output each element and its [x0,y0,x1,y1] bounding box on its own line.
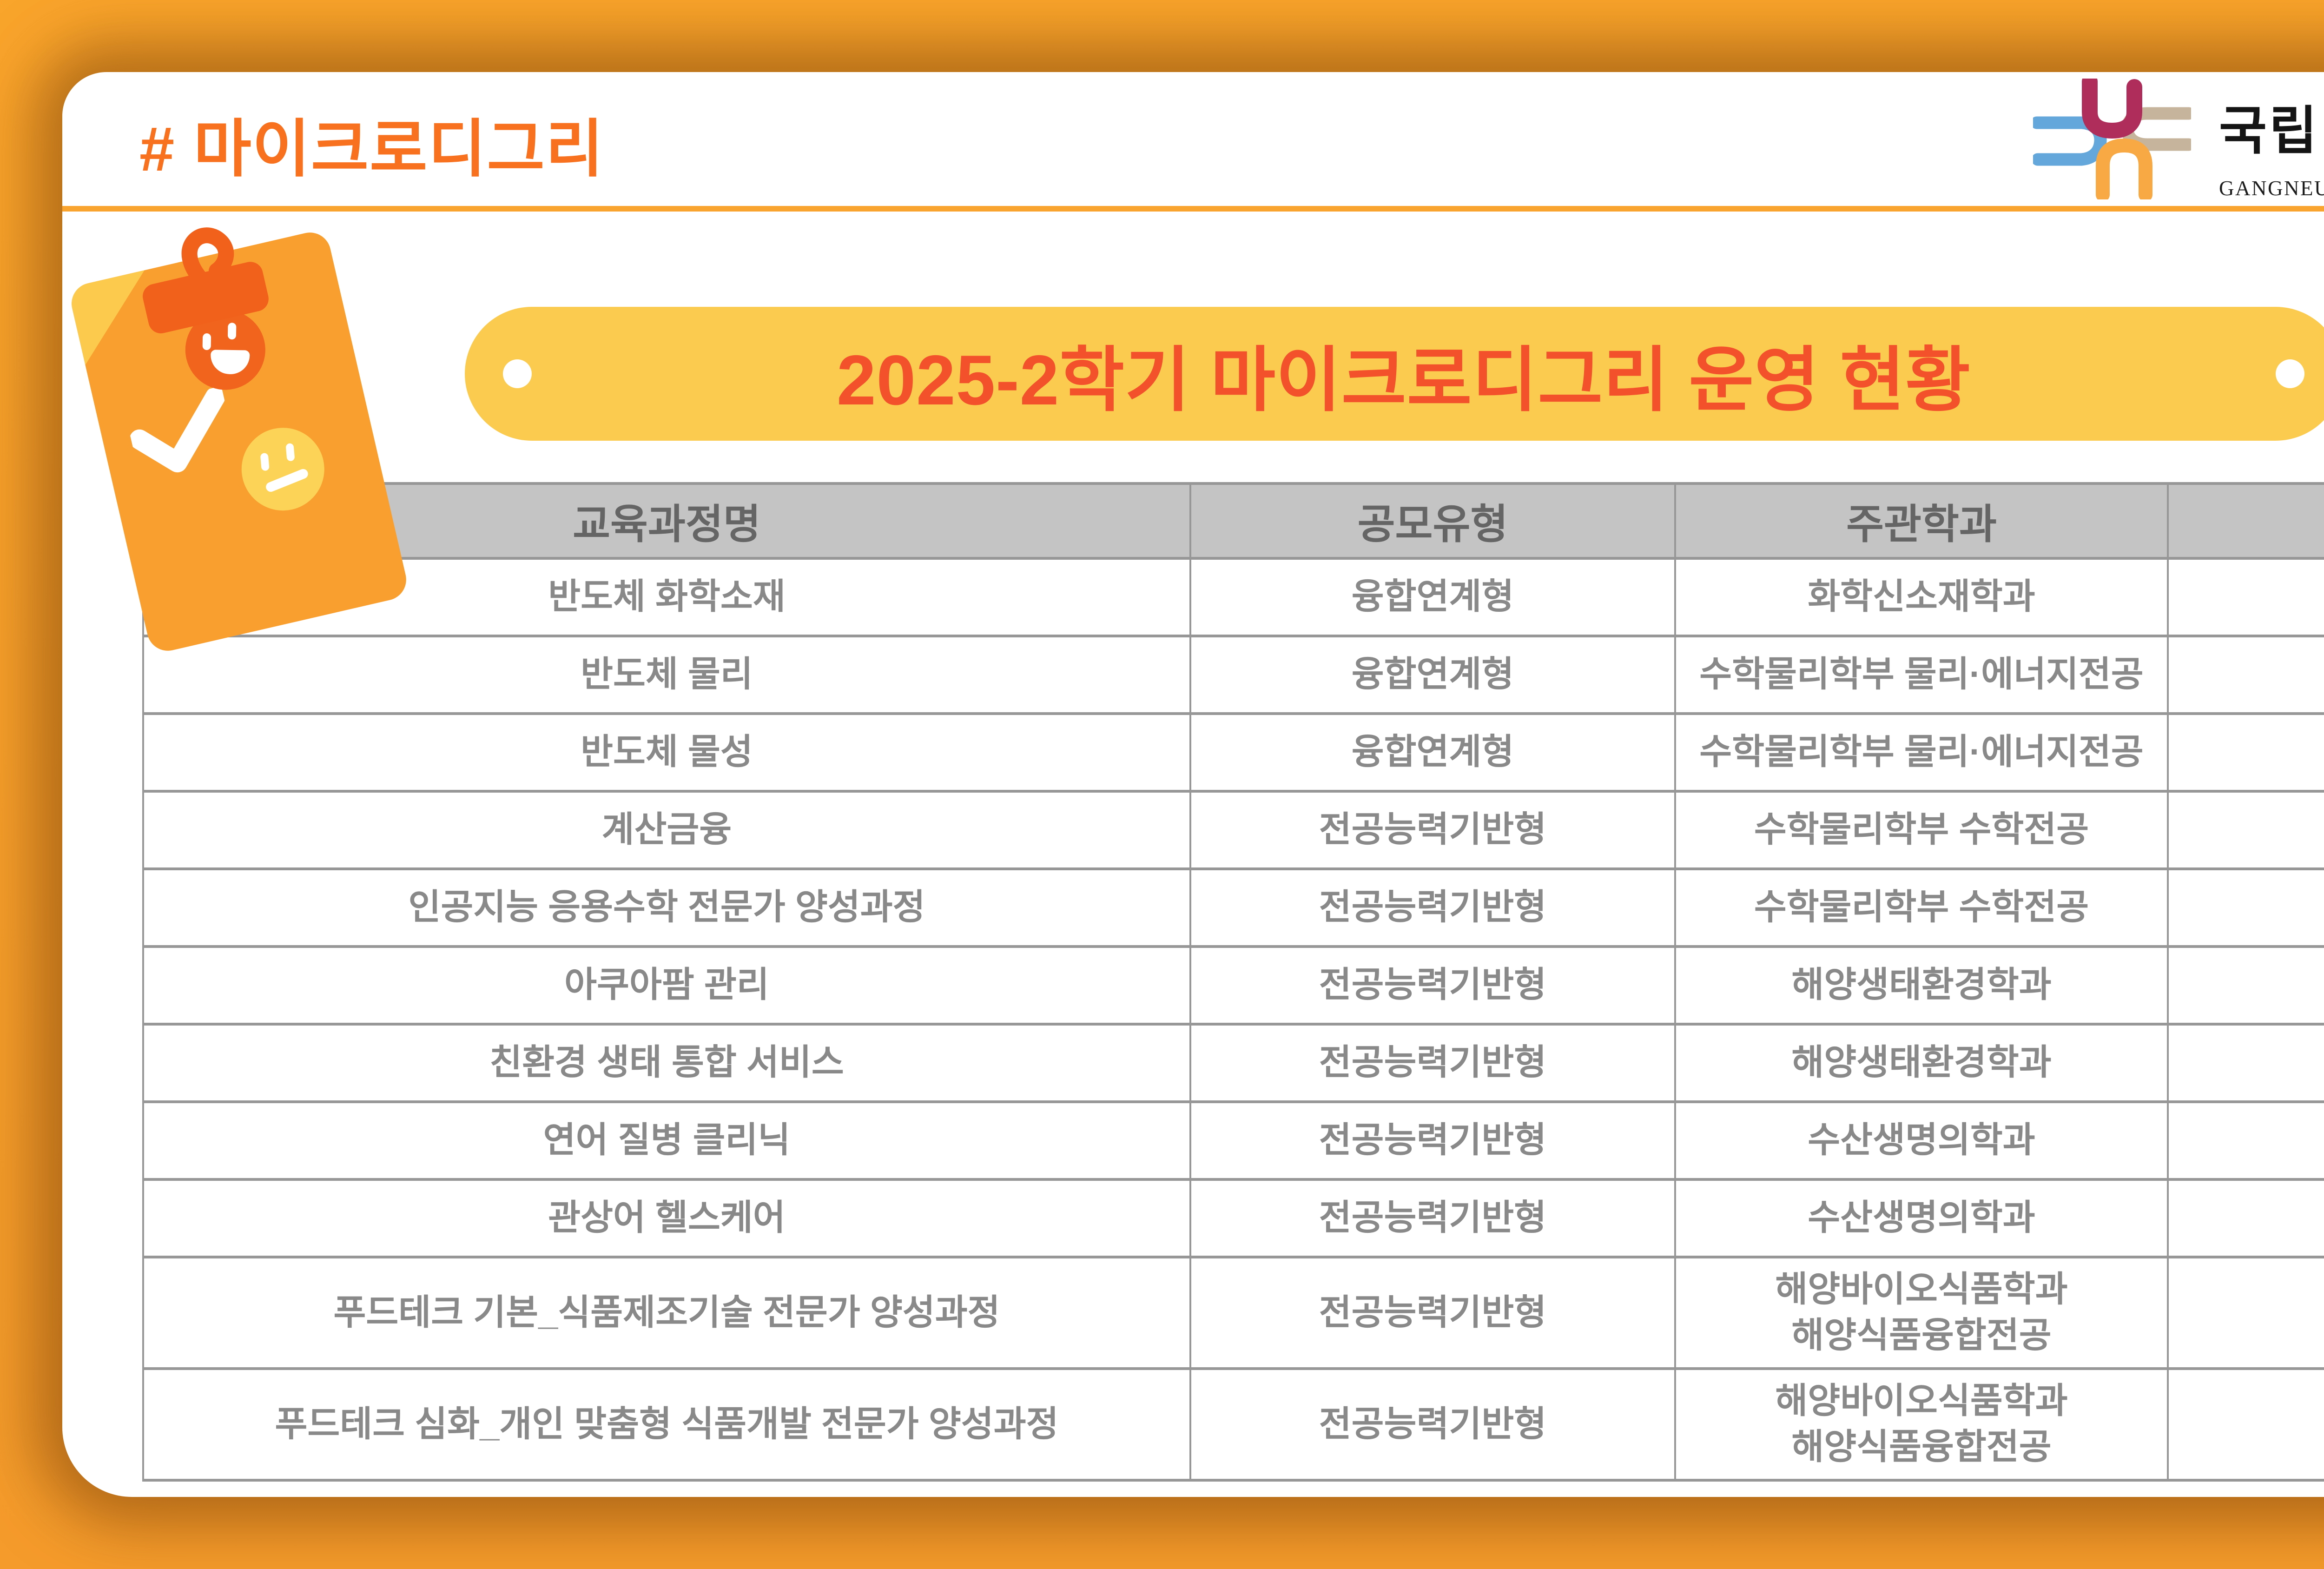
cell-course: 반도체 물리 [142,635,1191,715]
content-panel: # 마이크로디그리 국립 강릉원주대학교 GANGNEUNG-WONJU NAT… [62,72,2324,1497]
cell-type: 융합연계형 [1189,557,1676,637]
microdegree-table-wrap: 교육과정명 공모유형 주관학과 이수학점 반도체 화학소재 융합연계형 화학신소… [142,482,2324,1482]
table-row: 반도체 물성 융합연계형 수학물리학부 물리·에너지전공 14학점 [142,712,2324,793]
cell-credits: 12학점 [2167,635,2324,715]
cell-credits: 15학점 [2167,867,2324,948]
cell-course: 연어 질병 클리닉 [142,1100,1191,1181]
university-name-korean: 국립 강릉원주대학교 [2219,102,2324,160]
table-row: 반도체 물리 융합연계형 수학물리학부 물리·에너지전공 12학점 [142,635,2324,715]
table-row: 연어 질병 클리닉 전공능력기반형 수산생명의학과 15학점 [142,1100,2324,1181]
cell-type: 융합연계형 [1189,712,1676,793]
banner-dot-right [2276,359,2304,388]
table-row: 친환경 생태 통합 서비스 전공능력기반형 해양생태환경학과 12학점 [142,1023,2324,1103]
banner-dot-left [503,359,532,388]
cell-course: 계산금융 [142,790,1191,870]
table-row: 푸드테크 기본_식품제조기술 전문가 양성과정 전공능력기반형 해양바이오식품학… [142,1256,2324,1370]
microdegree-table: 교육과정명 공모유형 주관학과 이수학점 반도체 화학소재 융합연계형 화학신소… [142,482,2324,1482]
cell-credits: 12학점 [2167,557,2324,637]
cell-type: 전공능력기반형 [1189,1256,1676,1370]
cell-credits: 12학점 [2167,1023,2324,1103]
clipboard-board [67,228,410,655]
checkmark-icon [129,386,225,473]
cell-department: 해양생태환경학과 [1674,1023,2169,1103]
hashtag-title: # 마이크로디그리 [139,114,604,184]
table-row: 아쿠아팜 관리 전공능력기반형 해양생태환경학과 12학점 [142,945,2324,1026]
cell-credits: 15학점 [2167,790,2324,870]
cell-department: 수학물리학부 수학전공 [1674,790,2169,870]
cell-credits: 14학점 [2167,712,2324,793]
col-header-type: 공모유형 [1189,482,1676,560]
university-logo-icon [2033,79,2191,199]
table-row: 관상어 헬스케어 전공능력기반형 수산생명의학과 15학점 [142,1178,2324,1258]
table-row: 인공지능 응용수학 전문가 양성과정 전공능력기반형 수학물리학부 수학전공 1… [142,867,2324,948]
cell-type: 전공능력기반형 [1189,867,1676,948]
cell-department: 수학물리학부 물리·에너지전공 [1674,712,2169,793]
cell-department: 수산생명의학과 [1674,1100,2169,1181]
cell-type: 전공능력기반형 [1189,790,1676,870]
cell-course: 인공지능 응용수학 전문가 양성과정 [142,867,1191,948]
table-row: 계산금융 전공능력기반형 수학물리학부 수학전공 15학점 [142,790,2324,870]
cell-course: 관상어 헬스케어 [142,1178,1191,1258]
cell-type: 융합연계형 [1189,635,1676,715]
cell-department: 수학물리학부 수학전공 [1674,867,2169,948]
clipboard-clip [143,227,269,334]
cell-department: 화학신소재학과 [1674,557,2169,637]
col-header-credits: 이수학점 [2167,482,2324,560]
cell-course: 반도체 물성 [142,712,1191,793]
cell-type: 전공능력기반형 [1189,1100,1676,1181]
cell-type: 전공능력기반형 [1189,1023,1676,1103]
cell-course: 아쿠아팜 관리 [142,945,1191,1026]
cell-course: 푸드테크 심화_개인 맞춤형 식품개발 전문가 양성과정 [142,1367,1191,1482]
page-title: 2025-2학기 마이크로디그리 운영 현황 [837,341,1971,420]
cell-credits: 15학점 [2167,1178,2324,1258]
cell-course: 푸드테크 기본_식품제조기술 전문가 양성과정 [142,1256,1191,1370]
cell-department: 해양바이오식품학과 해양식품융합전공 [1674,1256,2169,1370]
cell-credits: 15학점 [2167,1256,2324,1370]
cell-credits: 15학점 [2167,1100,2324,1181]
cell-credits: 12학점 [2167,945,2324,1026]
cell-type: 전공능력기반형 [1189,1178,1676,1258]
cell-type: 전공능력기반형 [1189,945,1676,1026]
cell-department: 수학물리학부 물리·에너지전공 [1674,635,2169,715]
cell-type: 전공능력기반형 [1189,1367,1676,1482]
clipboard-illustration [67,227,410,655]
university-name-english: GANGNEUNG-WONJU NATIONAL UNIVERSITY [2219,177,2324,200]
cell-department: 해양생태환경학과 [1674,945,2169,1026]
cell-course: 친환경 생태 통합 서비스 [142,1023,1191,1103]
table-row: 반도체 화학소재 융합연계형 화학신소재학과 12학점 [142,557,2324,637]
table-header-row: 교육과정명 공모유형 주관학과 이수학점 [142,482,2324,560]
university-logo: 국립 강릉원주대학교 GANGNEUNG-WONJU NATIONAL UNIV… [2033,79,2324,200]
cell-department: 수산생명의학과 [1674,1178,2169,1258]
neutral-face-icon [233,419,333,519]
university-name-block: 국립 강릉원주대학교 GANGNEUNG-WONJU NATIONAL UNIV… [2219,79,2324,200]
title-banner: 2025-2학기 마이크로디그리 운영 현황 [465,307,2324,441]
header-divider [62,206,2324,212]
table-row: 푸드테크 심화_개인 맞춤형 식품개발 전문가 양성과정 전공능력기반형 해양바… [142,1367,2324,1482]
col-header-department: 주관학과 [1674,482,2169,560]
cell-credits: 15학점 [2167,1367,2324,1482]
cell-department: 해양바이오식품학과 해양식품융합전공 [1674,1367,2169,1482]
